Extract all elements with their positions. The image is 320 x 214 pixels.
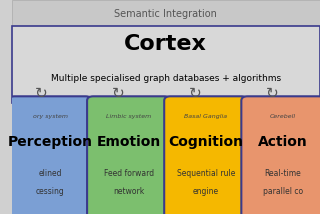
Text: Cognition: Cognition xyxy=(168,135,243,149)
Text: cessing: cessing xyxy=(36,187,64,196)
Text: parallel co: parallel co xyxy=(263,187,303,196)
FancyBboxPatch shape xyxy=(12,26,320,103)
Text: network: network xyxy=(113,187,144,196)
Text: Perception: Perception xyxy=(8,135,92,149)
Text: Sequential rule: Sequential rule xyxy=(177,169,235,178)
Bar xyxy=(12,102,320,103)
Text: Cortex: Cortex xyxy=(124,34,207,54)
Text: engine: engine xyxy=(193,187,219,196)
Text: Limbic system: Limbic system xyxy=(106,114,151,119)
Text: Cerebell: Cerebell xyxy=(270,114,296,119)
FancyBboxPatch shape xyxy=(164,96,247,214)
Text: ↻: ↻ xyxy=(35,86,47,101)
Text: Feed forward: Feed forward xyxy=(104,169,154,178)
Text: Multiple specialised graph databases + algorithms: Multiple specialised graph databases + a… xyxy=(51,74,281,83)
Text: Semantic Integration: Semantic Integration xyxy=(114,9,217,19)
FancyBboxPatch shape xyxy=(8,96,92,214)
Text: Basal Ganglia: Basal Ganglia xyxy=(184,114,228,119)
Text: Action: Action xyxy=(258,135,308,149)
FancyBboxPatch shape xyxy=(241,96,320,214)
Text: Real-time: Real-time xyxy=(265,169,301,178)
FancyBboxPatch shape xyxy=(12,0,320,26)
Text: ↻: ↻ xyxy=(189,86,201,101)
Text: Emotion: Emotion xyxy=(97,135,161,149)
Text: elined: elined xyxy=(38,169,62,178)
Text: ory system: ory system xyxy=(33,114,68,119)
Text: ↻: ↻ xyxy=(112,86,124,101)
Text: ↻: ↻ xyxy=(266,86,278,101)
FancyBboxPatch shape xyxy=(87,96,170,214)
